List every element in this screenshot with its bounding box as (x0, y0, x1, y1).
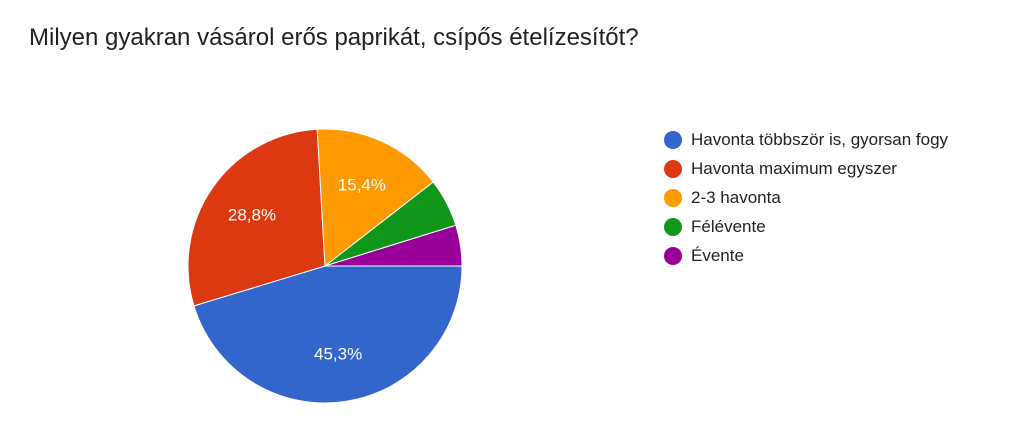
legend-label: Havonta többször is, gyorsan fogy (691, 129, 949, 149)
legend-label: 2-3 havonta (691, 187, 781, 207)
legend-swatch-icon (664, 188, 682, 207)
pie-slice[interactable] (316, 128, 434, 267)
legend-item[interactable]: Évente (664, 241, 948, 270)
legend-label: Félévente (691, 216, 766, 236)
legend-item[interactable]: Havonta többször is, gyorsan fogy (664, 125, 948, 154)
legend-item[interactable]: Félévente (664, 212, 948, 241)
pie-slice[interactable] (187, 128, 326, 307)
slice-value-label: 28,8% (228, 206, 276, 225)
pie-slice[interactable] (193, 265, 463, 404)
pie-slice[interactable] (324, 224, 463, 267)
legend-swatch-icon (664, 246, 682, 265)
legend-swatch-icon (664, 159, 682, 178)
legend-swatch-icon (664, 130, 682, 149)
slice-value-label: 45,3% (314, 345, 362, 364)
legend-item[interactable]: Havonta maximum egyszer (664, 154, 948, 183)
legend-label: Évente (691, 245, 744, 265)
legend-label: Havonta maximum egyszer (691, 158, 897, 178)
slice-value-label: 15,4% (338, 175, 386, 194)
chart-title: Milyen gyakran vásárol erős paprikát, cs… (29, 24, 639, 51)
legend-swatch-icon (664, 217, 682, 236)
legend: Havonta többször is, gyorsan fogy Havont… (664, 125, 948, 270)
legend-item[interactable]: 2-3 havonta (664, 183, 948, 212)
